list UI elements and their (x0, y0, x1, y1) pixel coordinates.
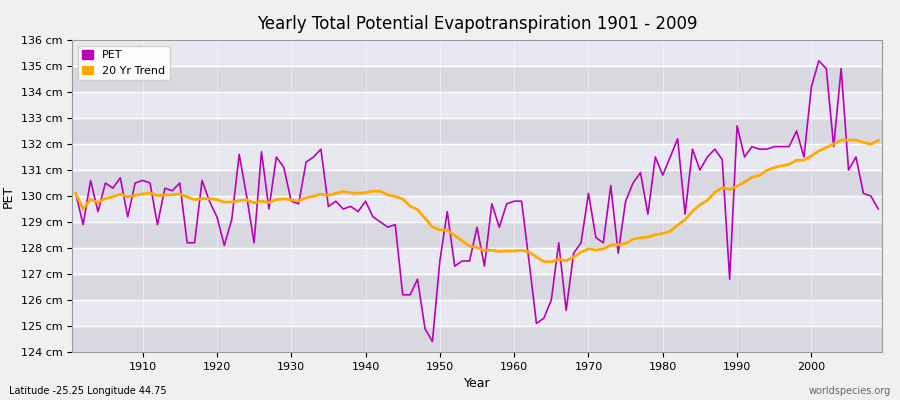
Bar (72, 66, 882, 92)
Bar (72, 92, 882, 118)
Bar (72, 300, 882, 326)
Text: worldspecies.org: worldspecies.org (809, 386, 891, 396)
Bar (72, 118, 882, 144)
Bar (72, 40, 882, 66)
Bar (72, 222, 882, 248)
Bar (72, 326, 882, 352)
Legend: PET, 20 Yr Trend: PET, 20 Yr Trend (77, 46, 169, 80)
Bar (72, 196, 882, 222)
Bar (72, 248, 882, 274)
Bar (72, 274, 882, 300)
Title: Yearly Total Potential Evapotranspiration 1901 - 2009: Yearly Total Potential Evapotranspiratio… (256, 15, 698, 33)
X-axis label: Year: Year (464, 377, 490, 390)
Y-axis label: PET: PET (2, 184, 15, 208)
Text: Latitude -25.25 Longitude 44.75: Latitude -25.25 Longitude 44.75 (9, 386, 166, 396)
Bar (72, 170, 882, 196)
Bar (72, 144, 882, 170)
